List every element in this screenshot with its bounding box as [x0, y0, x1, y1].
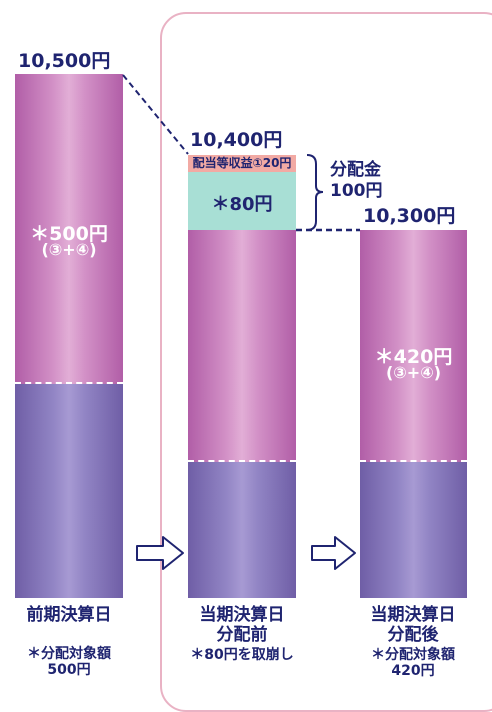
drawdown-box: ＊80円 — [188, 172, 296, 230]
arrow-icon-2 — [311, 536, 356, 570]
col1-date-label: 前期決算日 — [26, 605, 112, 625]
col1-to-col2-dashed-line — [122, 74, 189, 155]
col1-note-2: 500円 — [47, 662, 91, 678]
col3-pink-bar: ＊420円 (③+④) — [360, 230, 467, 462]
col2-top-value: 10,400円 — [190, 129, 283, 151]
income-box: 配当等収益①20円 — [188, 155, 296, 172]
col3-note-2: 420円 — [391, 663, 435, 679]
col2-note: ＊80円を取崩し — [190, 647, 294, 663]
col3-note-1: ＊分配対象額 — [371, 647, 455, 663]
col2-purple-bar — [188, 462, 296, 598]
arrow-icon-1 — [136, 536, 184, 570]
distribution-amount: 100円 — [330, 181, 383, 201]
distribution-brace — [306, 154, 324, 231]
col3-pink-sub-label: (③+④) — [385, 363, 442, 382]
col1-purple-bar — [15, 384, 123, 598]
col1-pink-bar: ＊500円 (③+④) — [15, 74, 123, 384]
col3-date-sub-label: 分配後 — [387, 625, 439, 645]
col1-pink-label: ＊500円 — [30, 223, 108, 245]
col2-date-label: 当期決算日 — [199, 605, 285, 625]
col2-pink-bar — [188, 230, 296, 462]
col3-divider — [360, 460, 467, 462]
col2-date-sub-label: 分配前 — [216, 625, 268, 645]
col3-date-label: 当期決算日 — [370, 605, 456, 625]
connectors-layer — [122, 74, 360, 570]
col1-divider — [15, 382, 123, 384]
drawdown-label: ＊80円 — [211, 194, 273, 215]
col1-top-value: 10,500円 — [18, 50, 111, 72]
col1-note-1: ＊分配対象額 — [27, 646, 111, 662]
distribution-label: 分配金 — [330, 160, 381, 180]
col3-top-value: 10,300円 — [363, 205, 456, 227]
col3-pink-label: ＊420円 — [374, 346, 453, 368]
col3-purple-bar — [360, 462, 467, 598]
col1-pink-sub-label: (③+④) — [41, 240, 97, 259]
col2-divider — [188, 460, 296, 462]
